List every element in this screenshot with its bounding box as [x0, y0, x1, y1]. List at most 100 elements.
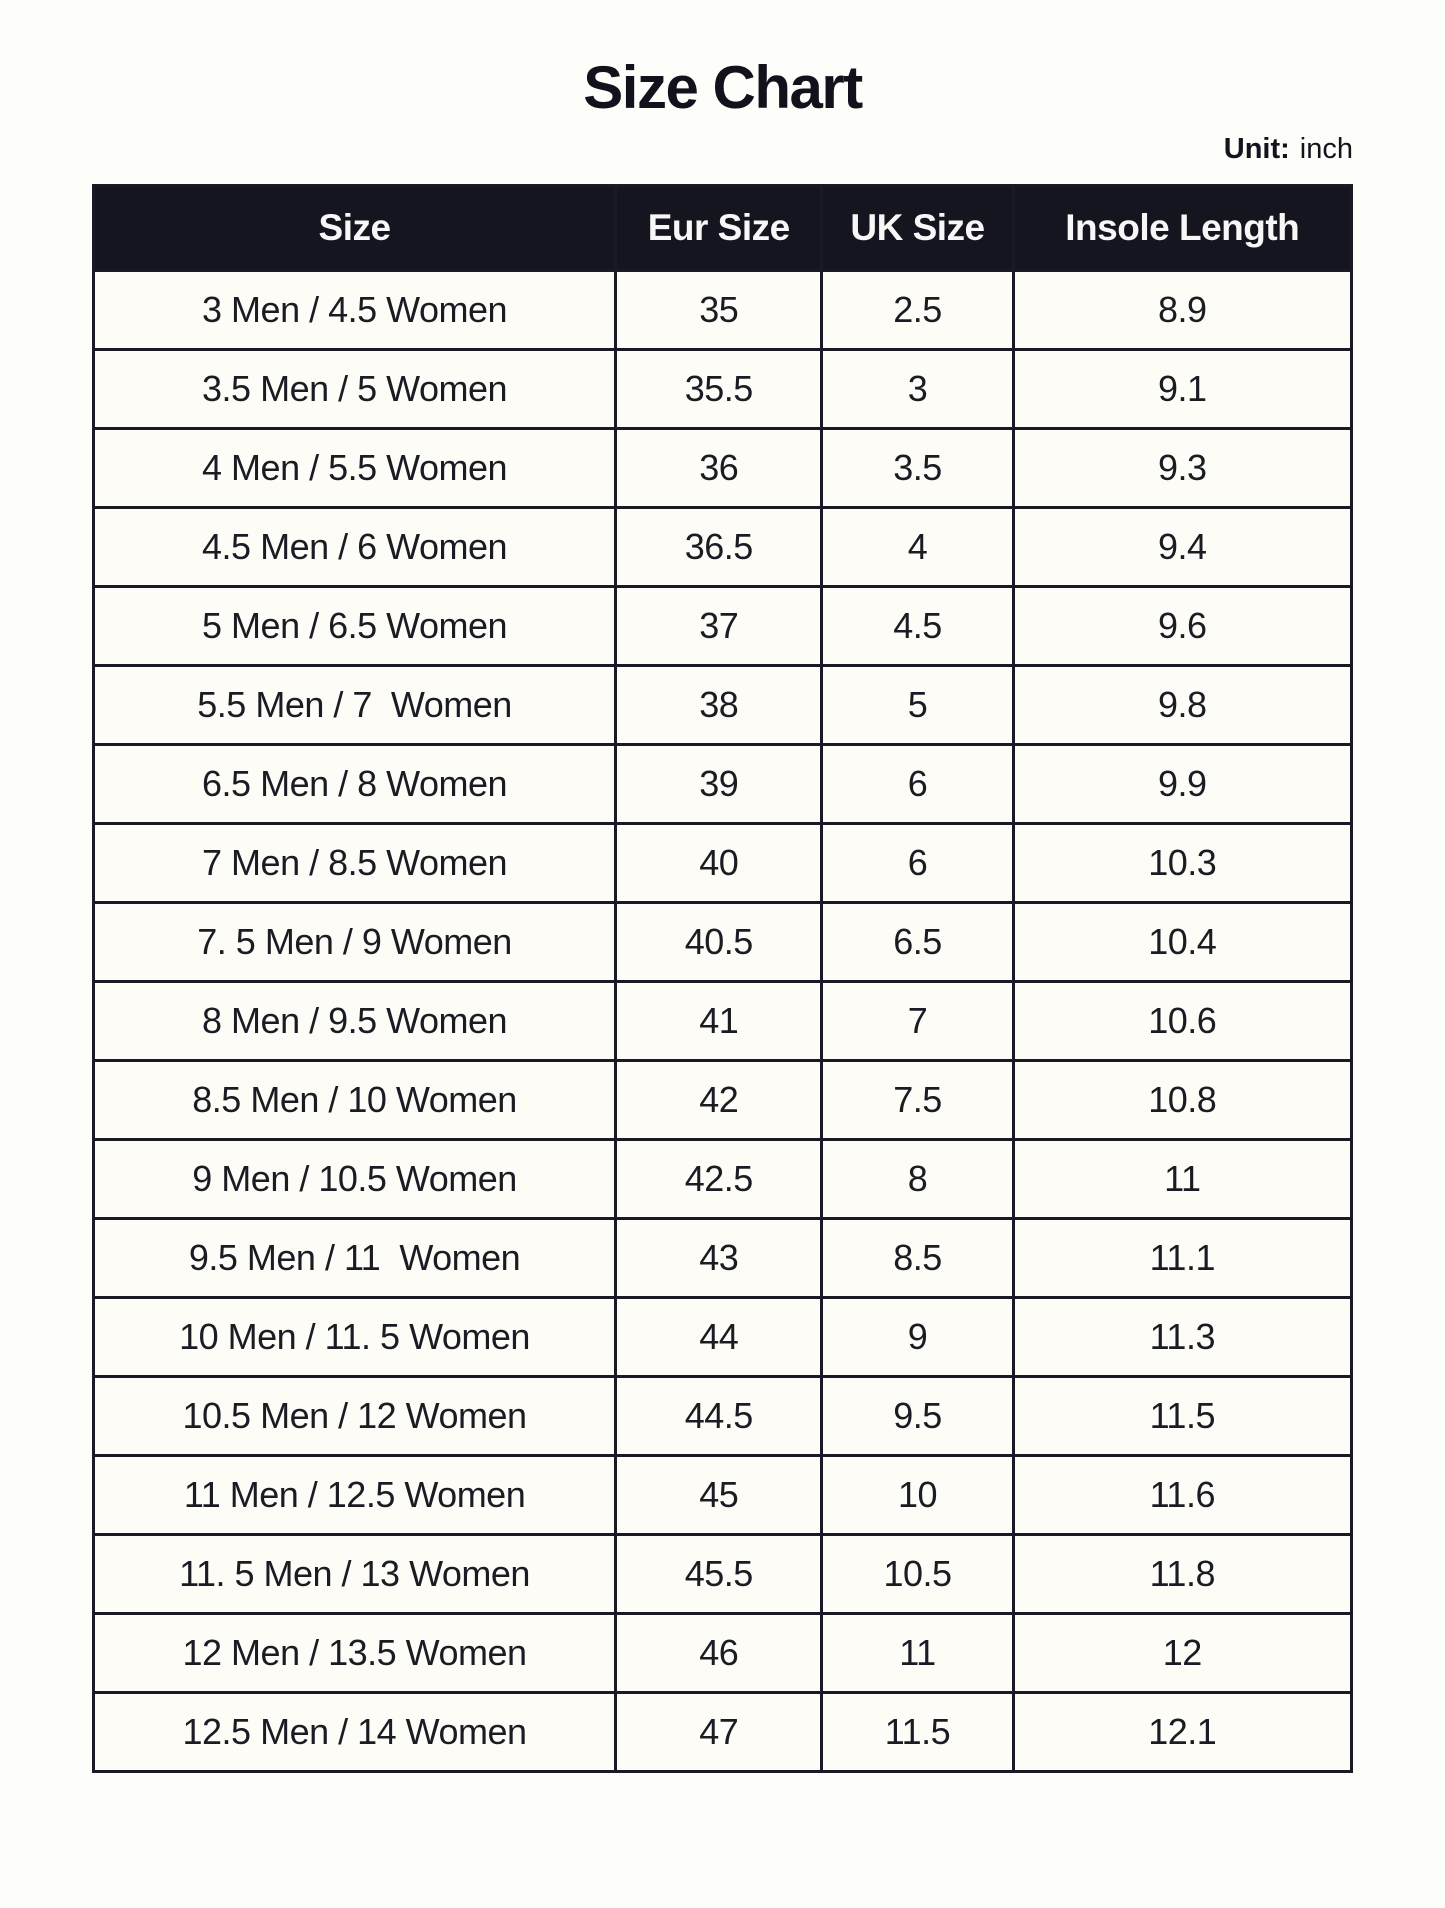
table-cell: 10.5	[820, 1532, 1015, 1615]
table-cell: 3 Men / 4.5 Women	[91, 268, 618, 351]
table-cell: 12	[1011, 1611, 1354, 1694]
table-cell: 4	[820, 505, 1015, 588]
table-cell: 8.5 Men / 10 Women	[91, 1058, 618, 1141]
table-row: 3.5 Men / 5 Women 35.5 3 9.1	[91, 347, 1354, 430]
table-cell: 9.6	[1011, 584, 1354, 667]
table-cell: 10	[820, 1453, 1015, 1536]
table-cell: 11.3	[1011, 1295, 1354, 1378]
table-cell: 6.5 Men / 8 Women	[91, 742, 618, 825]
table-cell: 7	[820, 979, 1015, 1062]
table-cell: 8.5	[820, 1216, 1015, 1299]
table-cell: 9.8	[1011, 663, 1354, 746]
unit-label: Unit:	[1223, 133, 1290, 165]
table-row: 12.5 Men / 14 Women 47 11.5 12.1	[91, 1690, 1354, 1773]
table-row: 5.5 Men / 7 Women 38 5 9.8	[91, 663, 1354, 746]
table-cell: 10.4	[1011, 900, 1354, 983]
table-row: 11 Men / 12.5 Women 45 10 11.6	[91, 1453, 1354, 1536]
table-cell: 4.5	[820, 584, 1015, 667]
table-cell: 9.3	[1011, 426, 1354, 509]
table-cell: 38	[614, 663, 824, 746]
table-cell: 35	[614, 268, 824, 351]
table-cell: 11	[820, 1611, 1015, 1694]
table-cell: 11.1	[1011, 1216, 1354, 1299]
table-row: 9 Men / 10.5 Women 42.5 8 11	[91, 1137, 1354, 1220]
table-cell: 8	[820, 1137, 1015, 1220]
table-cell: 11.5	[820, 1690, 1015, 1773]
table-cell: 11.6	[1011, 1453, 1354, 1536]
table-cell: 44	[614, 1295, 824, 1378]
header-cell-size: Size	[91, 183, 618, 272]
table-cell: 8.9	[1011, 268, 1354, 351]
table-cell: 3.5 Men / 5 Women	[91, 347, 618, 430]
table-row: 8.5 Men / 10 Women 42 7.5 10.8	[91, 1058, 1354, 1141]
table-cell: 12 Men / 13.5 Women	[91, 1611, 618, 1694]
table-cell: 42	[614, 1058, 824, 1141]
table-row: 10 Men / 11. 5 Women 44 9 11.3	[91, 1295, 1354, 1378]
table-cell: 12.1	[1011, 1690, 1354, 1773]
header-cell-uk-size: UK Size	[820, 183, 1015, 272]
table-row: 5 Men / 6.5 Women 37 4.5 9.6	[91, 584, 1354, 667]
size-chart-page: Size Chart Unit: inch Size Eur Size UK Si…	[0, 58, 1445, 1908]
table-cell: 5 Men / 6.5 Women	[91, 584, 618, 667]
table-cell: 10.5 Men / 12 Women	[91, 1374, 618, 1457]
unit-note: Unit: inch	[92, 133, 1353, 166]
table-cell: 8 Men / 9.5 Women	[91, 979, 618, 1062]
table-row: 9.5 Men / 11 Women 43 8.5 11.1	[91, 1216, 1354, 1299]
table-cell: 40.5	[614, 900, 824, 983]
unit-value: inch	[1299, 133, 1353, 165]
table-cell: 5	[820, 663, 1015, 746]
table-cell: 10.6	[1011, 979, 1354, 1062]
table-cell: 9.5	[820, 1374, 1015, 1457]
table-cell: 11.8	[1011, 1532, 1354, 1615]
table-cell: 7. 5 Men / 9 Women	[91, 900, 618, 983]
header-cell-insole-length: Insole Length	[1011, 183, 1354, 272]
table-cell: 5.5 Men / 7 Women	[91, 663, 618, 746]
table-cell: 44.5	[614, 1374, 824, 1457]
table-cell: 10 Men / 11. 5 Women	[91, 1295, 618, 1378]
table-cell: 6.5	[820, 900, 1015, 983]
table-cell: 9.4	[1011, 505, 1354, 588]
header-row: Size Eur Size UK Size Insole Length	[91, 183, 1354, 272]
table-cell: 9 Men / 10.5 Women	[91, 1137, 618, 1220]
table-row: 4 Men / 5.5 Women 36 3.5 9.3	[91, 426, 1354, 509]
table-cell: 9.5 Men / 11 Women	[91, 1216, 618, 1299]
table-cell: 11 Men / 12.5 Women	[91, 1453, 618, 1536]
table-cell: 36.5	[614, 505, 824, 588]
table-cell: 35.5	[614, 347, 824, 430]
table-cell: 7.5	[820, 1058, 1015, 1141]
table-cell: 11	[1011, 1137, 1354, 1220]
table-row: 3 Men / 4.5 Women 35 2.5 8.9	[91, 268, 1354, 351]
table-cell: 40	[614, 821, 824, 904]
table-row: 12 Men / 13.5 Women 46 11 12	[91, 1611, 1354, 1694]
table-cell: 3.5	[820, 426, 1015, 509]
table-cell: 4.5 Men / 6 Women	[91, 505, 618, 588]
table-row: 8 Men / 9.5 Women 41 7 10.6	[91, 979, 1354, 1062]
page-title: Size Chart	[583, 54, 863, 121]
table-row: 7 Men / 8.5 Women 40 6 10.3	[91, 821, 1354, 904]
table-cell: 10.3	[1011, 821, 1354, 904]
table-cell: 42.5	[614, 1137, 824, 1220]
table-cell: 47	[614, 1690, 824, 1773]
table-cell: 45	[614, 1453, 824, 1536]
table-cell: 6	[820, 821, 1015, 904]
table-cell: 10.8	[1011, 1058, 1354, 1141]
table-cell: 6	[820, 742, 1015, 825]
table-row: 6.5 Men / 8 Women 39 6 9.9	[91, 742, 1354, 825]
table-cell: 37	[614, 584, 824, 667]
table-cell: 7 Men / 8.5 Women	[91, 821, 618, 904]
table-cell: 45.5	[614, 1532, 824, 1615]
table-cell: 9	[820, 1295, 1015, 1378]
table-cell: 46	[614, 1611, 824, 1694]
table-cell: 11.5	[1011, 1374, 1354, 1457]
table-cell: 9.1	[1011, 347, 1354, 430]
table-cell: 2.5	[820, 268, 1015, 351]
table-cell: 3	[820, 347, 1015, 430]
table-cell: 12.5 Men / 14 Women	[91, 1690, 618, 1773]
table-header: Size Eur Size UK Size Insole Length	[91, 183, 1354, 272]
table-cell: 11. 5 Men / 13 Women	[91, 1532, 618, 1615]
table-cell: 36	[614, 426, 824, 509]
table-cell: 39	[614, 742, 824, 825]
table-cell: 41	[614, 979, 824, 1062]
size-chart-table: Size Eur Size UK Size Insole Length 3 Me…	[91, 183, 1354, 1773]
table-row: 11. 5 Men / 13 Women 45.5 10.5 11.8	[91, 1532, 1354, 1615]
